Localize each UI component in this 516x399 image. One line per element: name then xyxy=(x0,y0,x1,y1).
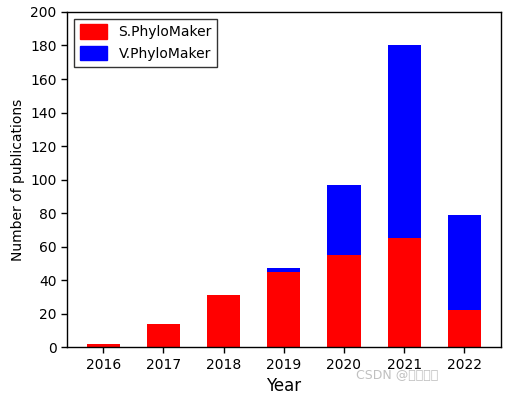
Bar xyxy=(87,344,120,347)
Bar xyxy=(328,255,361,347)
Y-axis label: Number of publications: Number of publications xyxy=(11,99,25,261)
Bar xyxy=(388,45,421,238)
X-axis label: Year: Year xyxy=(266,377,301,395)
Bar xyxy=(147,324,180,347)
Bar xyxy=(267,269,300,272)
Bar xyxy=(448,310,481,347)
Bar xyxy=(267,272,300,347)
Bar xyxy=(388,238,421,347)
Bar xyxy=(328,185,361,255)
Bar xyxy=(207,295,240,347)
Text: CSDN @小果运维: CSDN @小果运维 xyxy=(356,369,439,381)
Bar xyxy=(448,215,481,310)
Legend: S.PhyloMaker, V.PhyloMaker: S.PhyloMaker, V.PhyloMaker xyxy=(74,19,217,67)
